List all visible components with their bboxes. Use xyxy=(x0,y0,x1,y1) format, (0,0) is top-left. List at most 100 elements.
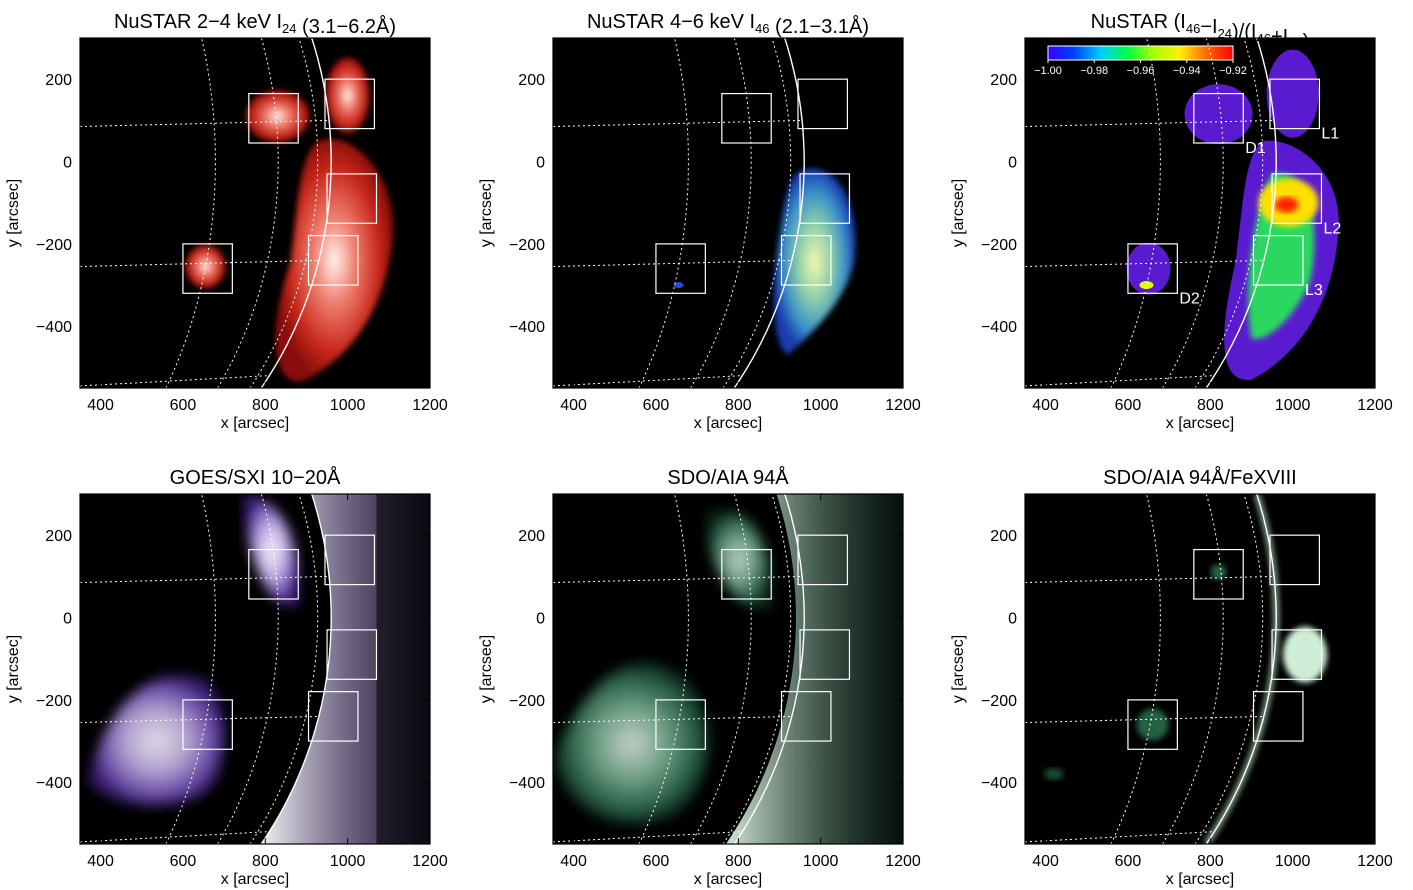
colorbar-tick-label: −0.92 xyxy=(1219,65,1247,77)
x-tick-label: 1200 xyxy=(1357,853,1393,870)
y-tick-label: −400 xyxy=(981,775,1017,792)
region-box-d2 xyxy=(1127,243,1178,294)
region-box-l1 xyxy=(324,78,376,130)
panel-title: NuSTAR 4−6 keV I46 (2.1−3.1Å) xyxy=(587,11,869,38)
x-axis-label: x [arcsec] xyxy=(221,871,289,888)
x-axis-label: x [arcsec] xyxy=(694,871,762,888)
region-box-l2 xyxy=(1271,173,1323,224)
y-tick-label: 200 xyxy=(518,72,545,89)
y-tick-label: −400 xyxy=(509,319,545,336)
region-box-l3 xyxy=(307,235,359,286)
x-tick-label: 800 xyxy=(725,397,752,414)
x-tick-label: 1000 xyxy=(1275,397,1311,414)
grid-parallel xyxy=(1025,831,1215,843)
x-tick-label: 1000 xyxy=(330,853,366,870)
x-tick-label: 800 xyxy=(252,397,279,414)
plot-frame xyxy=(552,37,904,389)
box-label-d1: D1 xyxy=(1245,140,1266,157)
x-tick-label: 600 xyxy=(170,397,197,414)
y-tick-label: −400 xyxy=(509,775,545,792)
plot-frame xyxy=(79,37,431,389)
solar-limb xyxy=(1205,494,1277,844)
region-box-l3 xyxy=(780,235,832,286)
y-tick-label: 0 xyxy=(63,155,72,172)
grid-parallel xyxy=(553,831,743,843)
x-tick-label: 400 xyxy=(87,397,114,414)
region-box-l2 xyxy=(799,173,851,224)
x-axis-label: x [arcsec] xyxy=(1166,415,1234,432)
region-box-d2 xyxy=(182,243,233,294)
region-box-d2 xyxy=(655,243,706,294)
grid-meridian xyxy=(722,38,792,388)
grid-parallel xyxy=(80,831,270,843)
grid-meridian xyxy=(249,38,319,388)
grid-meridian xyxy=(1194,494,1264,844)
plot-frame xyxy=(1024,493,1376,845)
region-box-l1 xyxy=(324,534,376,586)
x-tick-label: 600 xyxy=(643,397,670,414)
colorbar-tick-label: −0.98 xyxy=(1080,65,1108,77)
x-tick-label: 800 xyxy=(725,853,752,870)
y-tick-label: 0 xyxy=(536,155,545,172)
region-box-d1 xyxy=(1193,92,1244,144)
box-label-l1: L1 xyxy=(1321,126,1339,143)
x-tick-label: 1000 xyxy=(803,853,839,870)
panels-layer: 400 600 800 1000 1200 200 0 −200 −400 x [arcsec] y… xyxy=(5,11,1393,888)
x-tick-label: 800 xyxy=(1197,397,1224,414)
region-box-l3 xyxy=(1252,235,1304,286)
region-box-d2 xyxy=(1127,699,1178,750)
panel-aia-fexviii: 400 600 800 1000 1200 200 0 −200 −400 x [arcsec] y… xyxy=(950,466,1393,888)
x-axis-label: x [arcsec] xyxy=(221,415,289,432)
y-tick-label: 200 xyxy=(518,528,545,545)
solar-limb xyxy=(1205,38,1277,388)
grid-parallel xyxy=(553,375,743,387)
grid-parallel xyxy=(80,575,330,584)
panel-nustar-24: 400 600 800 1000 1200 200 0 −200 −400 x [arcsec] y… xyxy=(5,11,448,432)
x-tick-label: 600 xyxy=(643,853,670,870)
grid-parallel xyxy=(1025,119,1275,128)
x-tick-label: 1200 xyxy=(885,853,921,870)
panel-title: SDO/AIA 94Å xyxy=(667,466,789,489)
plot-frame xyxy=(1024,37,1376,389)
y-tick-label: −200 xyxy=(36,237,72,254)
solar-limb xyxy=(260,494,332,844)
y-tick-label: −200 xyxy=(981,237,1017,254)
box-label-l3: L3 xyxy=(1305,282,1323,299)
x-tick-label: 400 xyxy=(560,397,587,414)
x-tick-label: 800 xyxy=(1197,853,1224,870)
grid-meridian xyxy=(217,38,279,388)
solar-limb xyxy=(733,38,805,388)
x-tick-label: 1200 xyxy=(412,397,448,414)
y-tick-label: 0 xyxy=(536,611,545,628)
region-box-l3 xyxy=(307,691,359,742)
y-tick-label: 0 xyxy=(63,611,72,628)
y-tick-label: 200 xyxy=(990,528,1017,545)
panel-aia-94: 400 600 800 1000 1200 200 0 −200 −400 x [arcsec] y… xyxy=(478,466,921,888)
region-box-l1 xyxy=(797,78,849,130)
grid-meridian xyxy=(1162,38,1224,388)
y-tick-label: −200 xyxy=(981,693,1017,710)
x-tick-label: 400 xyxy=(1032,853,1059,870)
x-tick-label: 400 xyxy=(87,853,114,870)
region-box-d2 xyxy=(655,699,706,750)
panel-goes-sxi: 400 600 800 1000 1200 200 0 −200 −400 x [arcsec] y… xyxy=(5,466,448,888)
region-box-l2 xyxy=(326,629,378,680)
image-sxi xyxy=(88,494,430,844)
x-tick-label: 600 xyxy=(170,853,197,870)
grid-parallel xyxy=(553,119,803,128)
y-tick-label: −400 xyxy=(36,775,72,792)
grid-parallel xyxy=(80,119,330,128)
image-nustar_low xyxy=(185,57,394,382)
grid-meridian xyxy=(690,494,752,844)
image-aia94 xyxy=(553,494,903,844)
region-box-d1 xyxy=(721,92,772,144)
plot-frame xyxy=(79,493,431,845)
region-box-d2 xyxy=(182,699,233,750)
grid-parallel xyxy=(80,375,270,387)
grid-parallel xyxy=(1025,375,1215,387)
y-tick-label: 200 xyxy=(45,72,72,89)
box-label-d2: D2 xyxy=(1179,290,1200,307)
panel-nustar-ratio: −1.00 −0.98 −0.96 −0.94 −0.92 D1 L1 L2 D2 L3 400 60… xyxy=(950,11,1393,432)
y-tick-label: 0 xyxy=(1008,611,1017,628)
